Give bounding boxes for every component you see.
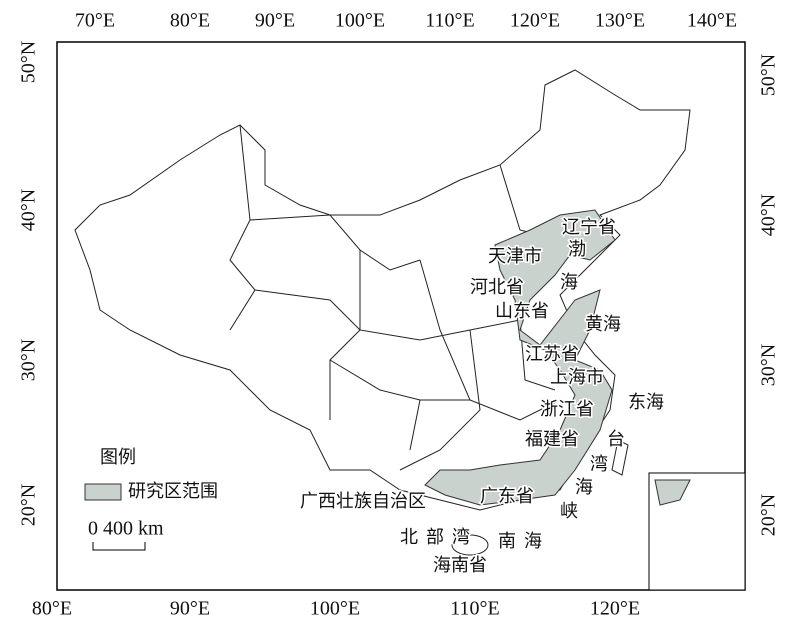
tick-label: 30°N xyxy=(758,344,780,386)
top-axis: 70°E 80°E 90°E 100°E 110°E 120°E 130°E 1… xyxy=(75,10,737,32)
legend-swatch xyxy=(84,483,122,501)
taiwan xyxy=(611,439,629,476)
legend: 图例 研究区范围 xyxy=(84,446,220,504)
place-label: 广西壮族自治区 xyxy=(300,491,426,512)
map-frame xyxy=(56,41,746,591)
bottom-axis: 80°E 90°E 100°E 110°E 120°E xyxy=(32,598,640,620)
tick-label: 120°E xyxy=(590,598,640,620)
place-label: 上海市 xyxy=(550,367,604,388)
legend-title: 图例 xyxy=(100,447,136,468)
left-axis: 50°N 40°N 30°N 20°N xyxy=(18,41,40,526)
place-label: 广东省 xyxy=(480,486,534,507)
place-label: 浙江省 xyxy=(540,399,594,420)
tick-label: 50°N xyxy=(18,41,40,83)
tick-label: 80°E xyxy=(170,10,210,32)
place-label: 湾 xyxy=(590,454,608,475)
place-label: 南海 xyxy=(498,531,550,552)
place-label: 海 xyxy=(575,477,593,498)
tick-label: 50°N xyxy=(758,54,780,96)
place-label: 北部湾 xyxy=(400,527,478,548)
scale-bar: 0 400 km xyxy=(88,518,164,551)
tick-label: 20°N xyxy=(758,494,780,536)
tick-label: 90°E xyxy=(170,598,210,620)
tick-label: 70°E xyxy=(75,10,115,32)
tick-label: 130°E xyxy=(595,10,645,32)
place-label: 峡 xyxy=(560,501,578,522)
place-label: 辽宁省 xyxy=(562,217,616,238)
legend-label: 研究区范围 xyxy=(128,481,218,502)
tick-label: 20°N xyxy=(18,484,40,526)
place-label: 台 xyxy=(607,429,625,450)
place-label: 东海 xyxy=(628,392,664,413)
tick-label: 40°N xyxy=(18,189,40,231)
country-outline xyxy=(74,69,691,511)
tick-label: 90°E xyxy=(255,10,295,32)
tick-label: 30°N xyxy=(18,339,40,381)
scale-label: 0 400 km xyxy=(88,518,164,540)
place-labels: 辽宁省 天津市 渤 海 河北省 山东省 黄海 江苏省 上海市 浙江省 东海 福建… xyxy=(299,216,666,578)
right-axis: 50°N 40°N 30°N 20°N xyxy=(758,54,780,536)
study-area xyxy=(424,209,616,506)
tick-label: 80°E xyxy=(32,598,72,620)
scale-line xyxy=(92,542,146,551)
tick-label: 100°E xyxy=(310,598,360,620)
tick-label: 100°E xyxy=(335,10,385,32)
tick-label: 110°E xyxy=(425,10,474,32)
place-label: 河北省 xyxy=(470,277,524,298)
inset-coast xyxy=(654,479,691,506)
place-label: 福建省 xyxy=(525,429,579,450)
place-label: 山东省 xyxy=(495,301,549,322)
tick-label: 120°E xyxy=(510,10,560,32)
province-borders xyxy=(229,124,561,471)
place-label: 渤 xyxy=(568,239,586,260)
tick-label: 140°E xyxy=(687,10,737,32)
place-label: 海南省 xyxy=(433,555,487,576)
place-label: 天津市 xyxy=(488,246,542,267)
hainan xyxy=(451,534,489,556)
place-label: 海 xyxy=(560,272,578,293)
place-label: 黄海 xyxy=(585,314,621,335)
tick-label: 40°N xyxy=(758,194,780,236)
place-label: 江苏省 xyxy=(525,344,579,365)
tick-label: 110°E xyxy=(450,598,499,620)
